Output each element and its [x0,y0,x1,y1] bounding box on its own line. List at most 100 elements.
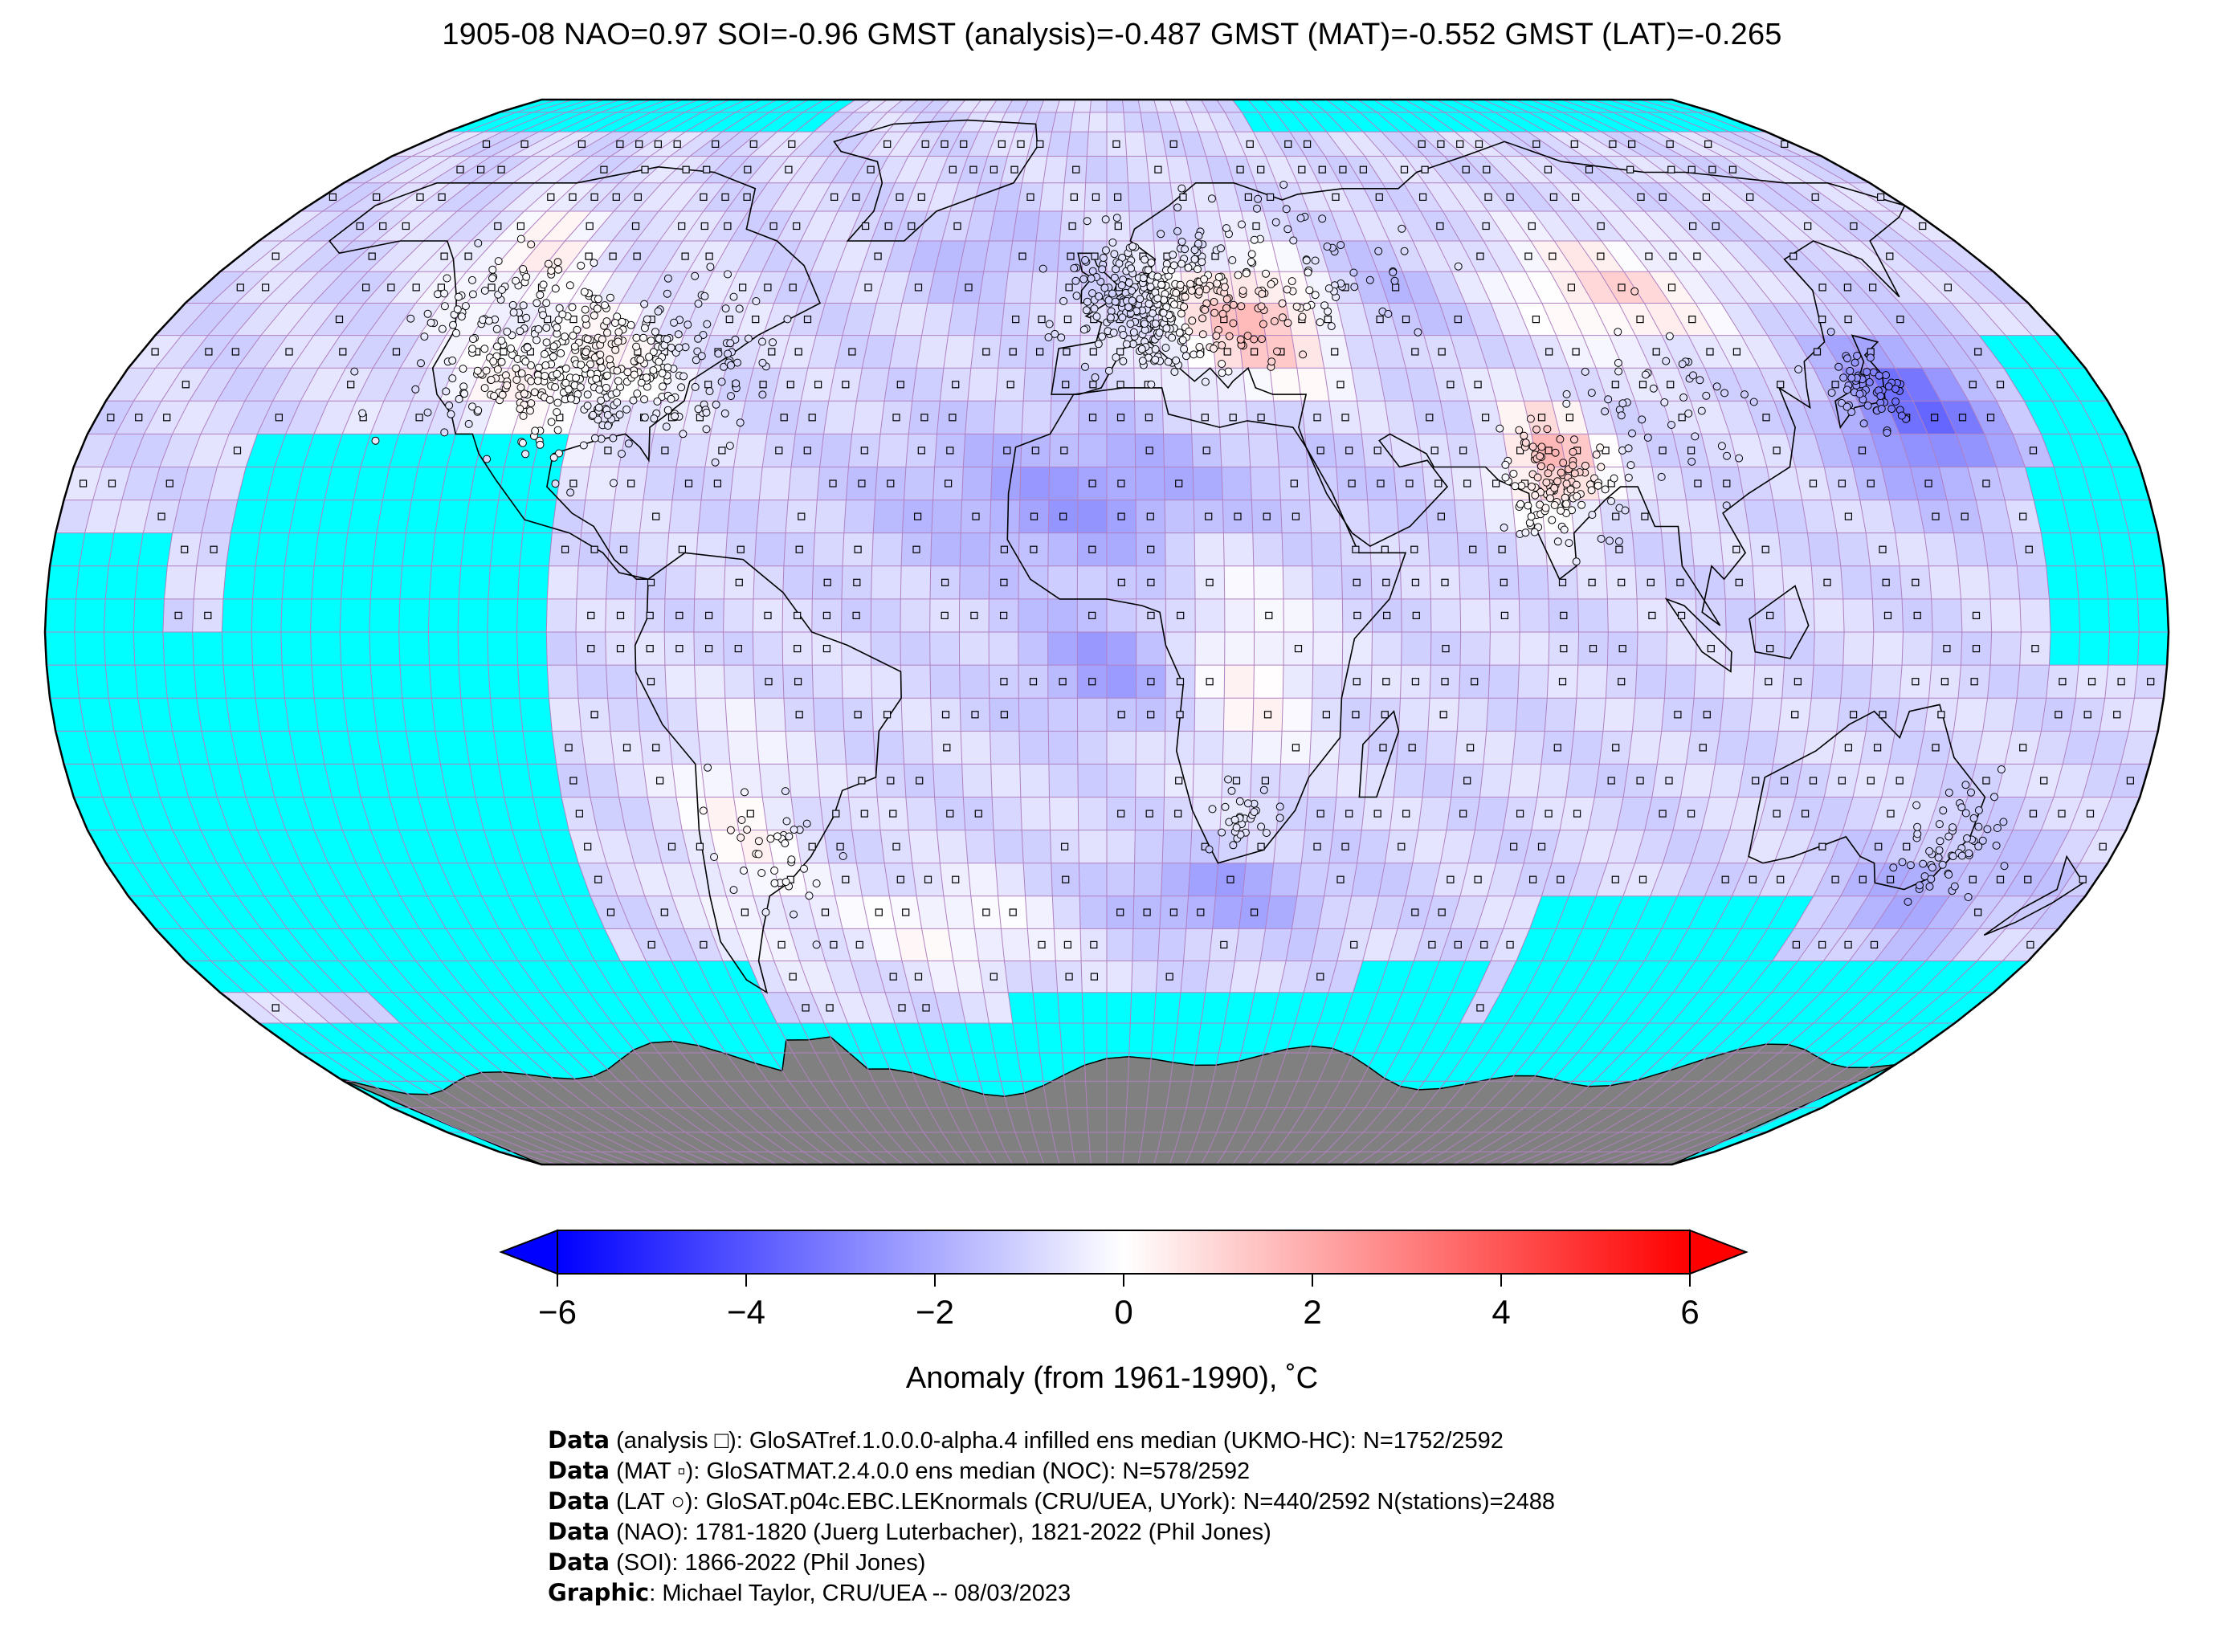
grid-cell [519,698,553,732]
station-circle-marker [1618,399,1627,408]
station-circle-marker [1173,203,1182,212]
station-circle-marker [464,419,473,428]
grid-cell [671,271,713,304]
station-circle-marker [534,324,543,333]
grid-cell [185,271,245,304]
grid-cell [1496,401,1532,434]
grid-square-marker [1919,222,1927,230]
grid-cell [1128,211,1154,241]
grid-cell [1173,1023,1202,1053]
grid-cell [305,1023,368,1053]
station-circle-marker [519,265,528,273]
grid-cell [1124,112,1144,133]
grid-square-marker [619,545,628,553]
grid-cell [1875,928,1927,961]
grid-cell [237,895,288,929]
grid-cell [466,241,518,272]
grid-square-marker [1532,140,1540,148]
grid-cell [1734,211,1790,241]
grid-cell [2108,598,2140,632]
grid-cell [540,992,589,1023]
grid-square-marker [1858,447,1867,455]
station-circle-marker [1262,829,1271,838]
grid-cell [1842,632,1874,666]
credit-bold: Data [548,1487,610,1515]
grid-cell [229,401,273,434]
station-circle-marker [1198,330,1207,339]
grid-cell [590,992,636,1023]
grid-cell [780,895,816,929]
grid-square-marker [1088,678,1096,686]
station-circle-marker [604,422,612,430]
grid-cell [133,598,165,632]
grid-cell [272,368,319,402]
grid-cell [1516,532,1548,566]
grid-square-marker [1375,193,1383,201]
grid-cell [274,434,314,467]
grid-square-marker [1377,479,1385,487]
grid-square-marker [848,348,856,356]
grid-cell [727,500,760,533]
grid-cell [202,731,238,765]
station-circle-marker [469,335,477,344]
grid-cell [1996,830,2042,863]
grid-square-marker [231,348,239,356]
station-circle-marker [533,377,542,385]
grid-cell [1632,532,1665,566]
station-circle-marker [1170,300,1178,309]
grid-cell [260,928,313,961]
grid-cell [1926,895,1977,929]
grid-cell [825,271,861,304]
grid-cell [1251,731,1283,765]
grid-cell [441,961,492,993]
grid-square-marker [830,940,838,949]
grid-square-marker [652,744,660,752]
station-circle-marker [1175,328,1184,337]
grid-square-marker [1506,940,1514,949]
grid-square-marker [768,348,776,356]
grid-cell [1860,992,1920,1023]
grid-cell [1556,895,1597,929]
grid-cell [1191,182,1219,211]
station-circle-marker [1139,274,1148,283]
station-circle-marker [1145,300,1153,308]
station-circle-marker [658,369,667,377]
grid-square-marker [1882,578,1890,586]
grid-cell [263,895,314,929]
grid-square-marker [1205,512,1213,520]
grid-cell [1697,271,1747,304]
station-circle-marker [679,430,688,438]
station-circle-marker [1913,822,1922,831]
grid-cell [1326,132,1365,157]
grid-cell [1436,992,1476,1023]
grid-cell [697,961,738,993]
grid-cell [1394,764,1426,797]
grid-square-marker [972,512,980,520]
station-circle-marker [1944,871,1953,879]
grid-cell [1951,928,2006,961]
grid-cell [361,434,399,467]
grid-square-marker [1687,810,1696,818]
grid-square-marker [949,165,957,173]
grid-square-marker [1567,283,1576,292]
grid-square-marker [1303,140,1312,148]
station-circle-marker [1230,815,1239,824]
grid-cell [1107,100,1124,112]
grid-square-marker [631,222,640,230]
grid-cell [1389,434,1422,467]
grid-cell [1979,335,2031,369]
station-circle-marker [737,834,745,842]
colorbar-label: Anomaly (from 1961-1990), ˚C [905,1361,1319,1395]
station-circle-marker [727,392,735,401]
grid-cell [994,830,1024,863]
station-circle-marker [426,318,435,327]
station-circle-marker [1511,482,1520,491]
grid-square-marker [1117,479,1125,487]
grid-square-marker [802,1004,810,1012]
grid-square-marker [1809,479,1818,487]
grid-cell [1078,797,1107,830]
grid-cell [1555,1023,1602,1053]
grid-square-marker [1924,479,1932,487]
station-circle-marker [2000,862,2009,871]
grid-cell [1107,928,1133,961]
